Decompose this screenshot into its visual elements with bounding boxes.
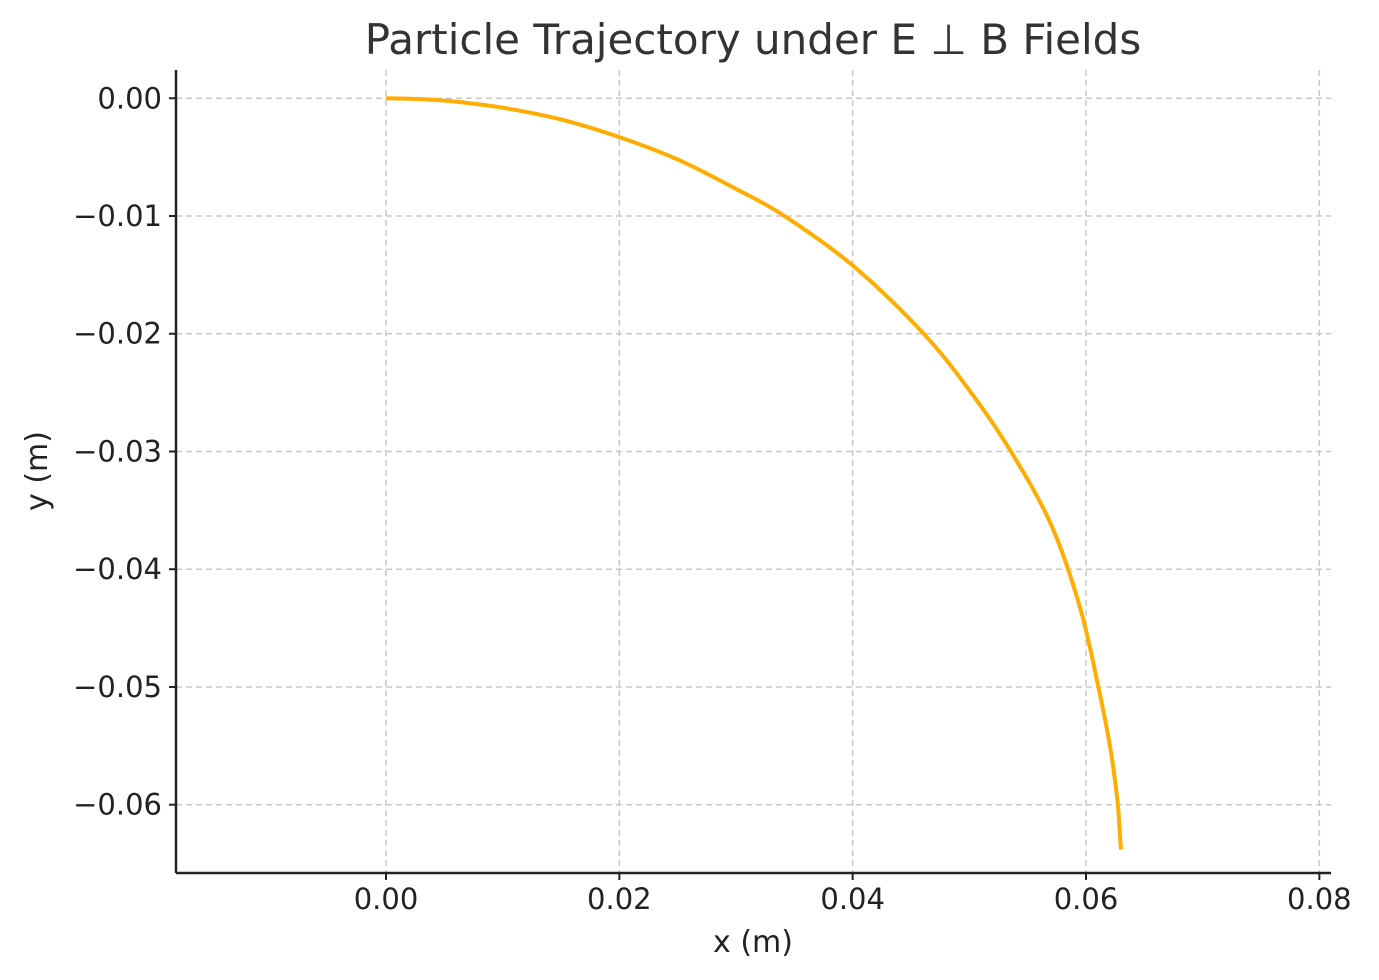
ticks: 0.00 0.02 0.04 0.06 0.08 0.00 −0.01 −0.02 −0.03 −…: [73, 81, 1351, 916]
x-tick-label: 0.02: [587, 882, 652, 916]
y-tick-label: −0.03: [73, 434, 162, 468]
y-tick-label: −0.06: [73, 788, 162, 822]
y-tick-label: −0.04: [73, 552, 162, 586]
y-tick-label: 0.00: [97, 81, 162, 115]
x-axis-label: x (m): [713, 925, 793, 960]
grid-lines: [176, 70, 1331, 873]
y-tick-label: −0.01: [73, 199, 162, 233]
chart-title: Particle Trajectory under E ⊥ B Fields: [365, 15, 1141, 64]
y-tick-label: −0.05: [73, 670, 162, 704]
axes: [174, 70, 1331, 875]
x-tick-label: 0.06: [1054, 882, 1119, 916]
y-tick-label: −0.02: [73, 317, 162, 351]
series-layer: [385, 96, 1123, 850]
x-tick-label: 0.08: [1287, 882, 1352, 916]
x-tick-label: 0.04: [820, 882, 885, 916]
trajectory-line: [385, 96, 1123, 850]
x-tick-label: 0.00: [354, 882, 419, 916]
y-axis-label: y (m): [20, 431, 55, 511]
